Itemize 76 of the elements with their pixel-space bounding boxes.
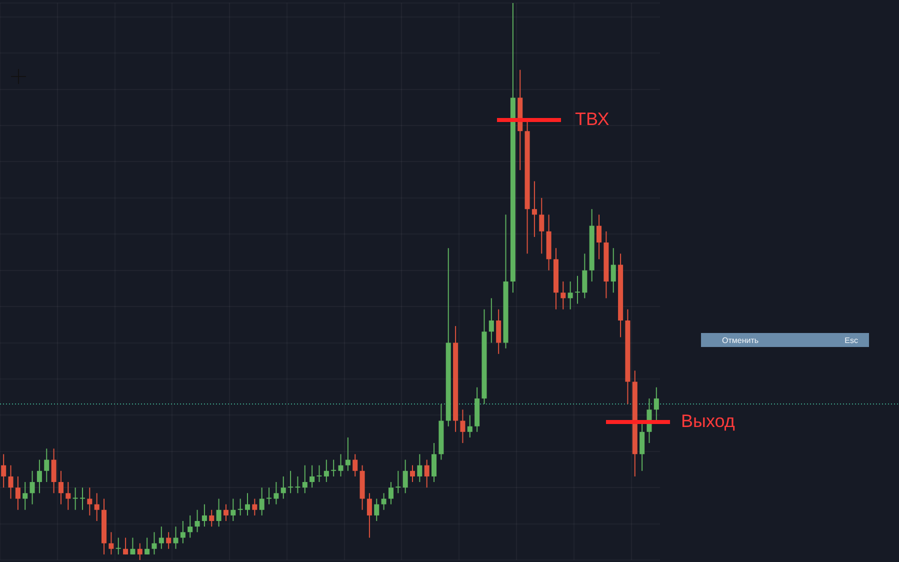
candlestick	[460, 409, 466, 444]
candlestick	[316, 464, 322, 483]
candlestick	[108, 532, 114, 555]
candlestick	[144, 537, 150, 555]
candlestick	[331, 459, 336, 477]
candlestick	[66, 482, 71, 510]
candlestick	[44, 448, 50, 483]
candlestick	[295, 476, 300, 494]
candlestick	[345, 436, 350, 472]
candlestick	[310, 464, 315, 488]
candlestick	[288, 470, 294, 494]
candlestick	[352, 454, 358, 477]
candlestick	[574, 275, 580, 304]
candlestick	[180, 520, 186, 544]
candlestick	[1, 454, 6, 488]
candlestick	[302, 464, 308, 494]
candlestick	[30, 470, 35, 505]
candlestick	[209, 509, 214, 528]
candlestick	[158, 526, 164, 550]
candlestick	[22, 482, 28, 510]
candlestick	[80, 487, 86, 510]
candlestick	[532, 180, 537, 238]
candlestick	[560, 281, 566, 310]
candlestick	[280, 476, 286, 500]
candlestick	[274, 482, 279, 505]
candlestick	[223, 504, 228, 522]
candlestick	[467, 414, 472, 438]
candlestick	[568, 281, 573, 310]
text: Выход	[681, 411, 735, 432]
candlestick	[596, 214, 602, 260]
candlestick	[15, 476, 20, 510]
candlestick	[417, 454, 422, 483]
candlestick	[582, 253, 588, 299]
candlestick	[116, 537, 121, 555]
candlestick	[87, 487, 92, 516]
candlestick	[374, 498, 380, 522]
candlestick	[36, 459, 42, 494]
candlestick	[266, 487, 272, 505]
candlestick	[51, 448, 56, 494]
candlestick	[432, 442, 437, 483]
candlestick	[324, 459, 329, 483]
candlestick	[173, 526, 178, 550]
candlestick	[94, 492, 100, 522]
candlestick	[244, 492, 250, 516]
candlestick	[216, 498, 222, 528]
candlestick	[402, 459, 408, 494]
candlestick	[259, 487, 264, 516]
candlestick	[396, 470, 401, 494]
candlestick	[72, 487, 78, 510]
candlestick	[366, 492, 372, 538]
candlestick	[654, 386, 659, 422]
candlestick	[230, 498, 236, 522]
candlestick	[610, 248, 616, 294]
candlestick	[488, 298, 494, 344]
candlestick	[381, 492, 386, 510]
candlestick	[8, 464, 14, 500]
candlestick	[166, 532, 172, 550]
candlestick	[238, 498, 243, 516]
candlestick	[152, 532, 157, 555]
candlestick	[202, 504, 207, 528]
candlestick	[58, 470, 64, 505]
annotation: ТВХ	[575, 109, 610, 130]
text: Esc	[844, 336, 858, 344]
candlestick	[388, 482, 394, 505]
text: Отменить	[722, 336, 759, 344]
candlestick	[424, 459, 430, 488]
candlestick	[194, 509, 200, 533]
candlestick	[130, 537, 136, 555]
candlestick	[338, 454, 344, 477]
candlestick	[252, 498, 258, 516]
candlestick	[539, 197, 544, 254]
candlestick	[123, 537, 128, 555]
candlestick	[188, 514, 193, 538]
candlestick	[410, 464, 416, 483]
candlestick	[496, 308, 502, 354]
candlestick	[137, 542, 142, 560]
